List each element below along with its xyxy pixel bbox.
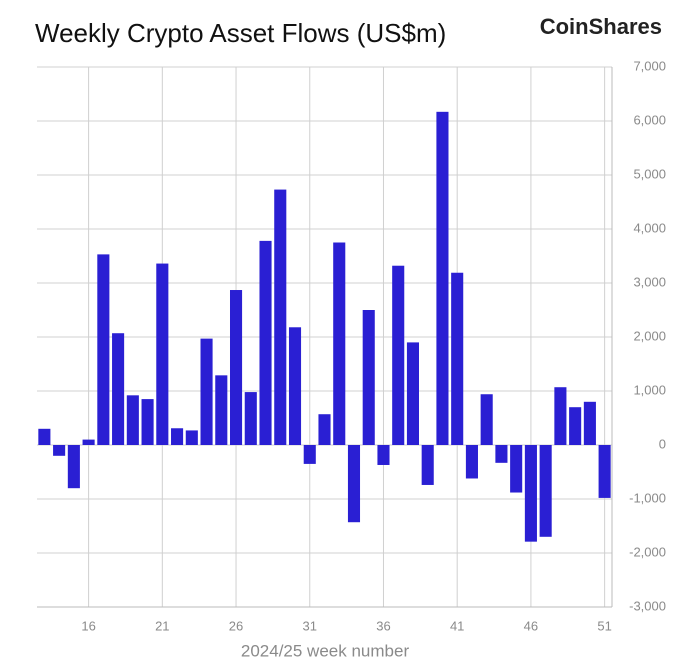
y-tick-label: 3,000: [633, 274, 666, 289]
x-tick-label: 36: [376, 618, 390, 633]
bar: [185, 430, 198, 445]
y-tick-label: 5,000: [633, 166, 666, 181]
y-tick-label: 0: [659, 436, 666, 451]
brand-logo: CoinShares: [540, 14, 662, 39]
bar: [97, 254, 110, 445]
bar: [495, 445, 508, 463]
y-tick-label: 2,000: [633, 328, 666, 343]
x-tick-label: 46: [524, 618, 538, 633]
bar: [200, 338, 213, 445]
bar: [171, 428, 184, 445]
bar: [141, 399, 154, 445]
y-tick-label: -1,000: [629, 490, 666, 505]
bar: [318, 414, 331, 445]
bar: [229, 290, 243, 445]
bar: [274, 189, 287, 445]
x-axis-label: 2024/25 week number: [241, 641, 410, 660]
bar: [510, 445, 523, 493]
bar: [436, 111, 449, 445]
bar: [451, 272, 464, 445]
bar: [421, 445, 434, 485]
y-tick-label: 6,000: [633, 112, 666, 127]
y-tick-label: 1,000: [633, 382, 666, 397]
x-tick-label: 26: [229, 618, 243, 633]
bar: [480, 394, 493, 445]
bar: [53, 445, 66, 456]
bar: [244, 392, 257, 445]
y-tick-label: -3,000: [629, 598, 666, 613]
y-tick-label: -2,000: [629, 544, 666, 559]
bar: [333, 242, 346, 445]
x-tick-label: 51: [597, 618, 611, 633]
y-tick-label: 4,000: [633, 220, 666, 235]
bar: [347, 445, 361, 523]
bar: [539, 445, 552, 537]
bar: [156, 263, 169, 445]
bar: [406, 342, 420, 445]
bar: [569, 407, 582, 445]
bar: [583, 401, 596, 445]
bar: [392, 265, 405, 445]
bar: [465, 445, 478, 479]
bar: [215, 375, 228, 445]
bar: [288, 327, 302, 445]
bar: [524, 445, 537, 542]
x-tick-label: 41: [450, 618, 464, 633]
y-tick-label: 7,000: [633, 58, 666, 73]
bar: [362, 310, 375, 445]
bar: [112, 333, 125, 445]
x-tick-label: 16: [81, 618, 95, 633]
bar: [126, 395, 139, 445]
chart-title: Weekly Crypto Asset Flows (US$m): [35, 18, 446, 48]
bar: [67, 445, 80, 489]
bar: [82, 439, 95, 445]
bar: [554, 387, 567, 445]
bar: [598, 445, 611, 498]
x-tick-label: 21: [155, 618, 169, 633]
bar: [38, 428, 51, 445]
bar: [377, 445, 390, 465]
bar: [259, 240, 272, 445]
bar: [303, 445, 316, 464]
x-tick-label: 31: [303, 618, 317, 633]
